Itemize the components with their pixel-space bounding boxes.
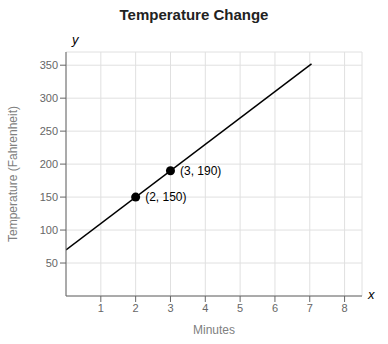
svg-text:300: 300 xyxy=(40,92,58,104)
svg-text:200: 200 xyxy=(40,158,58,170)
svg-text:250: 250 xyxy=(40,125,58,137)
svg-text:350: 350 xyxy=(40,59,58,71)
svg-text:1: 1 xyxy=(98,302,104,314)
svg-text:3: 3 xyxy=(167,302,173,314)
html-text:x: x xyxy=(368,287,375,302)
svg-text:8: 8 xyxy=(342,302,348,314)
svg-text:7: 7 xyxy=(307,302,313,314)
svg-text:50: 50 xyxy=(46,257,58,269)
html-text:Temperature Change: Temperature Change xyxy=(119,6,269,23)
svg-text:5: 5 xyxy=(237,302,243,314)
html-text:y: y xyxy=(72,32,79,47)
svg-text:Temperature (Fahrenheit): Temperature (Fahrenheit) xyxy=(6,106,20,242)
svg-text:6: 6 xyxy=(272,302,278,314)
svg-text:(2, 150): (2, 150) xyxy=(145,190,186,204)
svg-text:150: 150 xyxy=(40,191,58,203)
svg-text:4: 4 xyxy=(202,302,208,314)
svg-text:100: 100 xyxy=(40,224,58,236)
svg-text:2: 2 xyxy=(133,302,139,314)
svg-text:Minutes: Minutes xyxy=(193,323,235,337)
svg-text:(3, 190): (3, 190) xyxy=(180,164,221,178)
